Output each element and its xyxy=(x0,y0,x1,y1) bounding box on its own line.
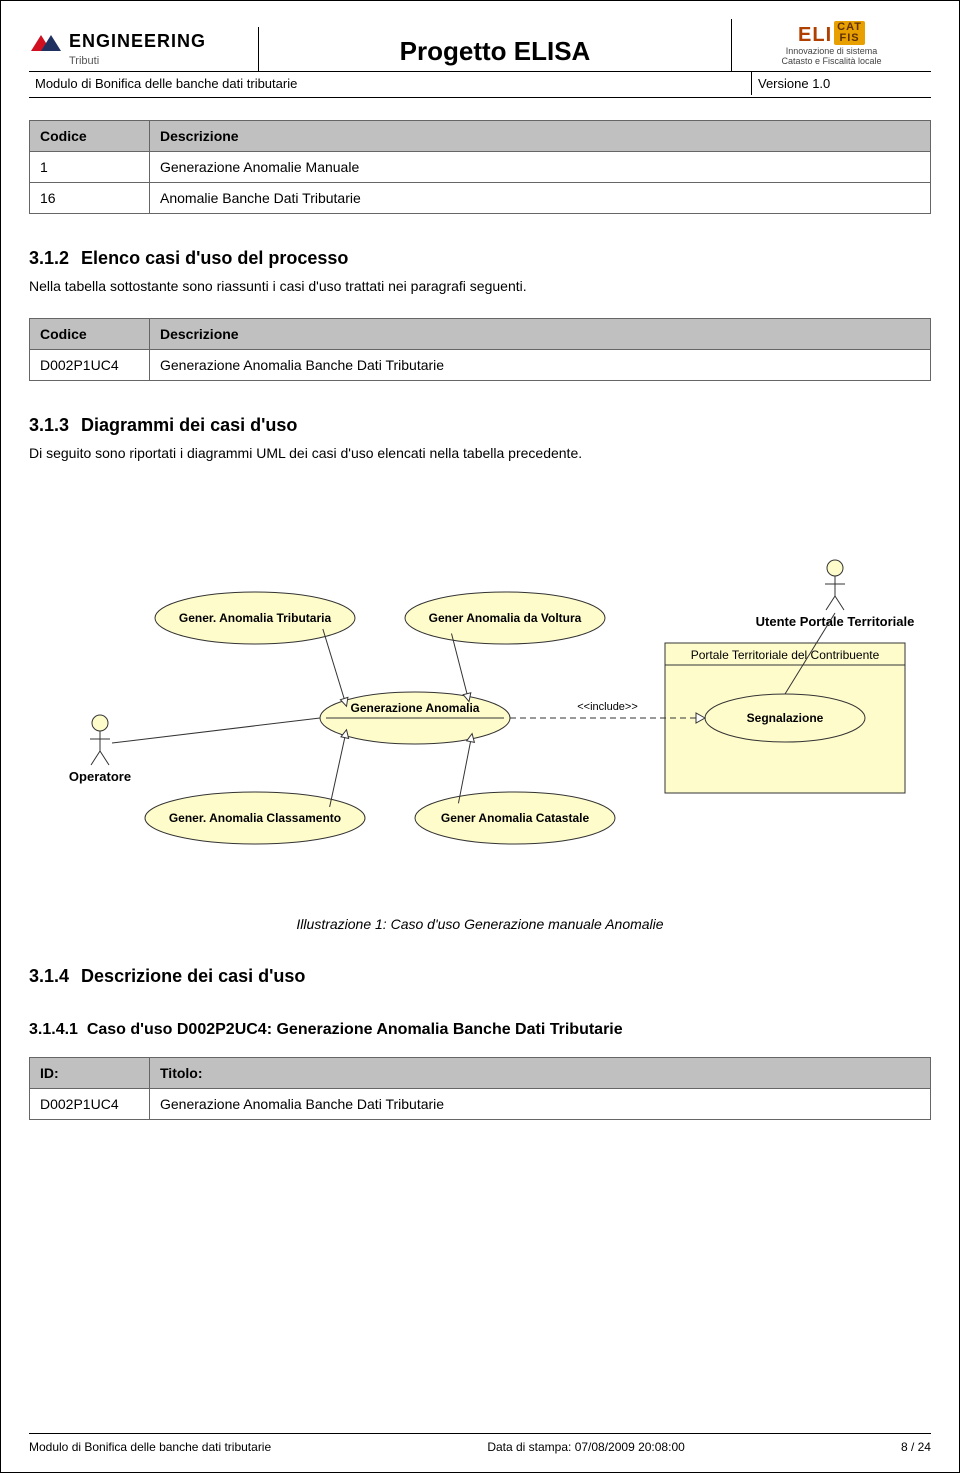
cell: Generazione Anomalia Banche Dati Tributa… xyxy=(150,1088,931,1119)
table-codice-descrizione-2: Codice Descrizione D002P1UC4 Generazione… xyxy=(29,318,931,381)
page: ENGINEERING Tributi Progetto ELISA ELICA… xyxy=(0,0,960,1473)
logo-left: ENGINEERING Tributi xyxy=(29,27,259,71)
table3-col-titolo: Titolo: xyxy=(150,1057,931,1088)
section-num: 3.1.3 xyxy=(29,415,69,436)
cell: 16 xyxy=(30,182,150,213)
svg-text:Gener. Anomalia Tributaria: Gener. Anomalia Tributaria xyxy=(179,611,332,625)
footer-center: Data di stampa: 07/08/2009 20:08:00 xyxy=(487,1440,684,1454)
svg-text:Portale Territoriale del Contr: Portale Territoriale del Contribuente xyxy=(691,648,880,662)
section-num: 3.1.2 xyxy=(29,248,69,269)
section-312-heading: 3.1.2 Elenco casi d'uso del processo xyxy=(29,248,931,269)
section-312-body: Nella tabella sottostante sono riassunti… xyxy=(29,277,931,296)
svg-text:Utente Portale Territoriale: Utente Portale Territoriale xyxy=(756,614,915,629)
cell: Generazione Anomalie Manuale xyxy=(150,151,931,182)
table1-col-codice: Codice xyxy=(30,120,150,151)
section-title: Elenco casi d'uso del processo xyxy=(81,248,348,268)
table2-col-descrizione: Descrizione xyxy=(150,318,931,349)
table3-col-id: ID: xyxy=(30,1057,150,1088)
cell: D002P1UC4 xyxy=(30,349,150,380)
table-codice-descrizione-1: Codice Descrizione 1 Generazione Anomali… xyxy=(29,120,931,214)
brand-sub: Tributi xyxy=(69,55,258,67)
section-313-body: Di seguito sono riportati i diagrammi UM… xyxy=(29,444,931,463)
uml-diagram: Portale Territoriale del Contribuente Ope… xyxy=(29,523,931,888)
table-row: D002P1UC4 Generazione Anomalia Banche Da… xyxy=(30,349,931,380)
table-row: 1 Generazione Anomalie Manuale xyxy=(30,151,931,182)
project-title: Progetto ELISA xyxy=(259,36,731,71)
module-name: Modulo di Bonifica delle banche dati tri… xyxy=(29,72,751,95)
cell: Generazione Anomalia Banche Dati Tributa… xyxy=(150,349,931,380)
svg-text:Gener. Anomalia Classamento: Gener. Anomalia Classamento xyxy=(169,811,341,825)
brand-block: ENGINEERING xyxy=(29,31,258,53)
footer-right: 8 / 24 xyxy=(901,1440,931,1454)
version: Versione 1.0 xyxy=(751,72,931,95)
right-logo: ELICATFIS xyxy=(732,21,931,47)
section-title: Descrizione dei casi d'uso xyxy=(81,966,305,986)
engineering-logo-icon xyxy=(29,31,63,53)
header-top: ENGINEERING Tributi Progetto ELISA ELICA… xyxy=(29,19,931,71)
table-row: 16 Anomalie Banche Dati Tributarie xyxy=(30,182,931,213)
diagram-caption: Illustrazione 1: Caso d'uso Generazione … xyxy=(29,916,931,932)
brand-name: ENGINEERING xyxy=(69,31,206,52)
cell: Anomalie Banche Dati Tributarie xyxy=(150,182,931,213)
section-313-heading: 3.1.3 Diagrammi dei casi d'uso xyxy=(29,415,931,436)
section-num: 3.1.4.1 xyxy=(29,1021,78,1038)
table-row: D002P1UC4 Generazione Anomalia Banche Da… xyxy=(30,1088,931,1119)
svg-text:Operatore: Operatore xyxy=(69,769,131,784)
page-header: ENGINEERING Tributi Progetto ELISA ELICA… xyxy=(29,19,931,98)
svg-text:Gener Anomalia Catastale: Gener Anomalia Catastale xyxy=(441,811,590,825)
section-title: Caso d'uso D002P2UC4: Generazione Anomal… xyxy=(87,1021,623,1038)
svg-text:Gener Anomalia da Voltura: Gener Anomalia da Voltura xyxy=(429,611,582,625)
table-id-titolo: ID: Titolo: D002P1UC4 Generazione Anomal… xyxy=(29,1057,931,1120)
section-314-heading: 3.1.4 Descrizione dei casi d'uso xyxy=(29,966,931,987)
table2-col-codice: Codice xyxy=(30,318,150,349)
uml-svg: Portale Territoriale del Contribuente Ope… xyxy=(45,523,915,883)
svg-text:<<include>>: <<include>> xyxy=(577,701,638,713)
section-3141-heading: 3.1.4.1 Caso d'uso D002P2UC4: Generazion… xyxy=(29,1021,931,1039)
cell: D002P1UC4 xyxy=(30,1088,150,1119)
svg-text:Segnalazione: Segnalazione xyxy=(747,711,824,725)
section-num: 3.1.4 xyxy=(29,966,69,987)
svg-text:Generazione Anomalia: Generazione Anomalia xyxy=(351,701,480,715)
right-logo-text: ELI xyxy=(798,24,832,46)
page-footer: Modulo di Bonifica delle banche dati tri… xyxy=(29,1433,931,1454)
header-row2: Modulo di Bonifica delle banche dati tri… xyxy=(29,71,931,95)
footer-left: Modulo di Bonifica delle banche dati tri… xyxy=(29,1440,271,1454)
right-logo-badge: CATFIS xyxy=(834,21,865,45)
table1-col-descrizione: Descrizione xyxy=(150,120,931,151)
logo-right: ELICATFIS Innovazione di sistema Catasto… xyxy=(731,19,931,71)
section-title: Diagrammi dei casi d'uso xyxy=(81,415,297,435)
right-sub2: Catasto e Fiscalità locale xyxy=(732,57,931,67)
cell: 1 xyxy=(30,151,150,182)
